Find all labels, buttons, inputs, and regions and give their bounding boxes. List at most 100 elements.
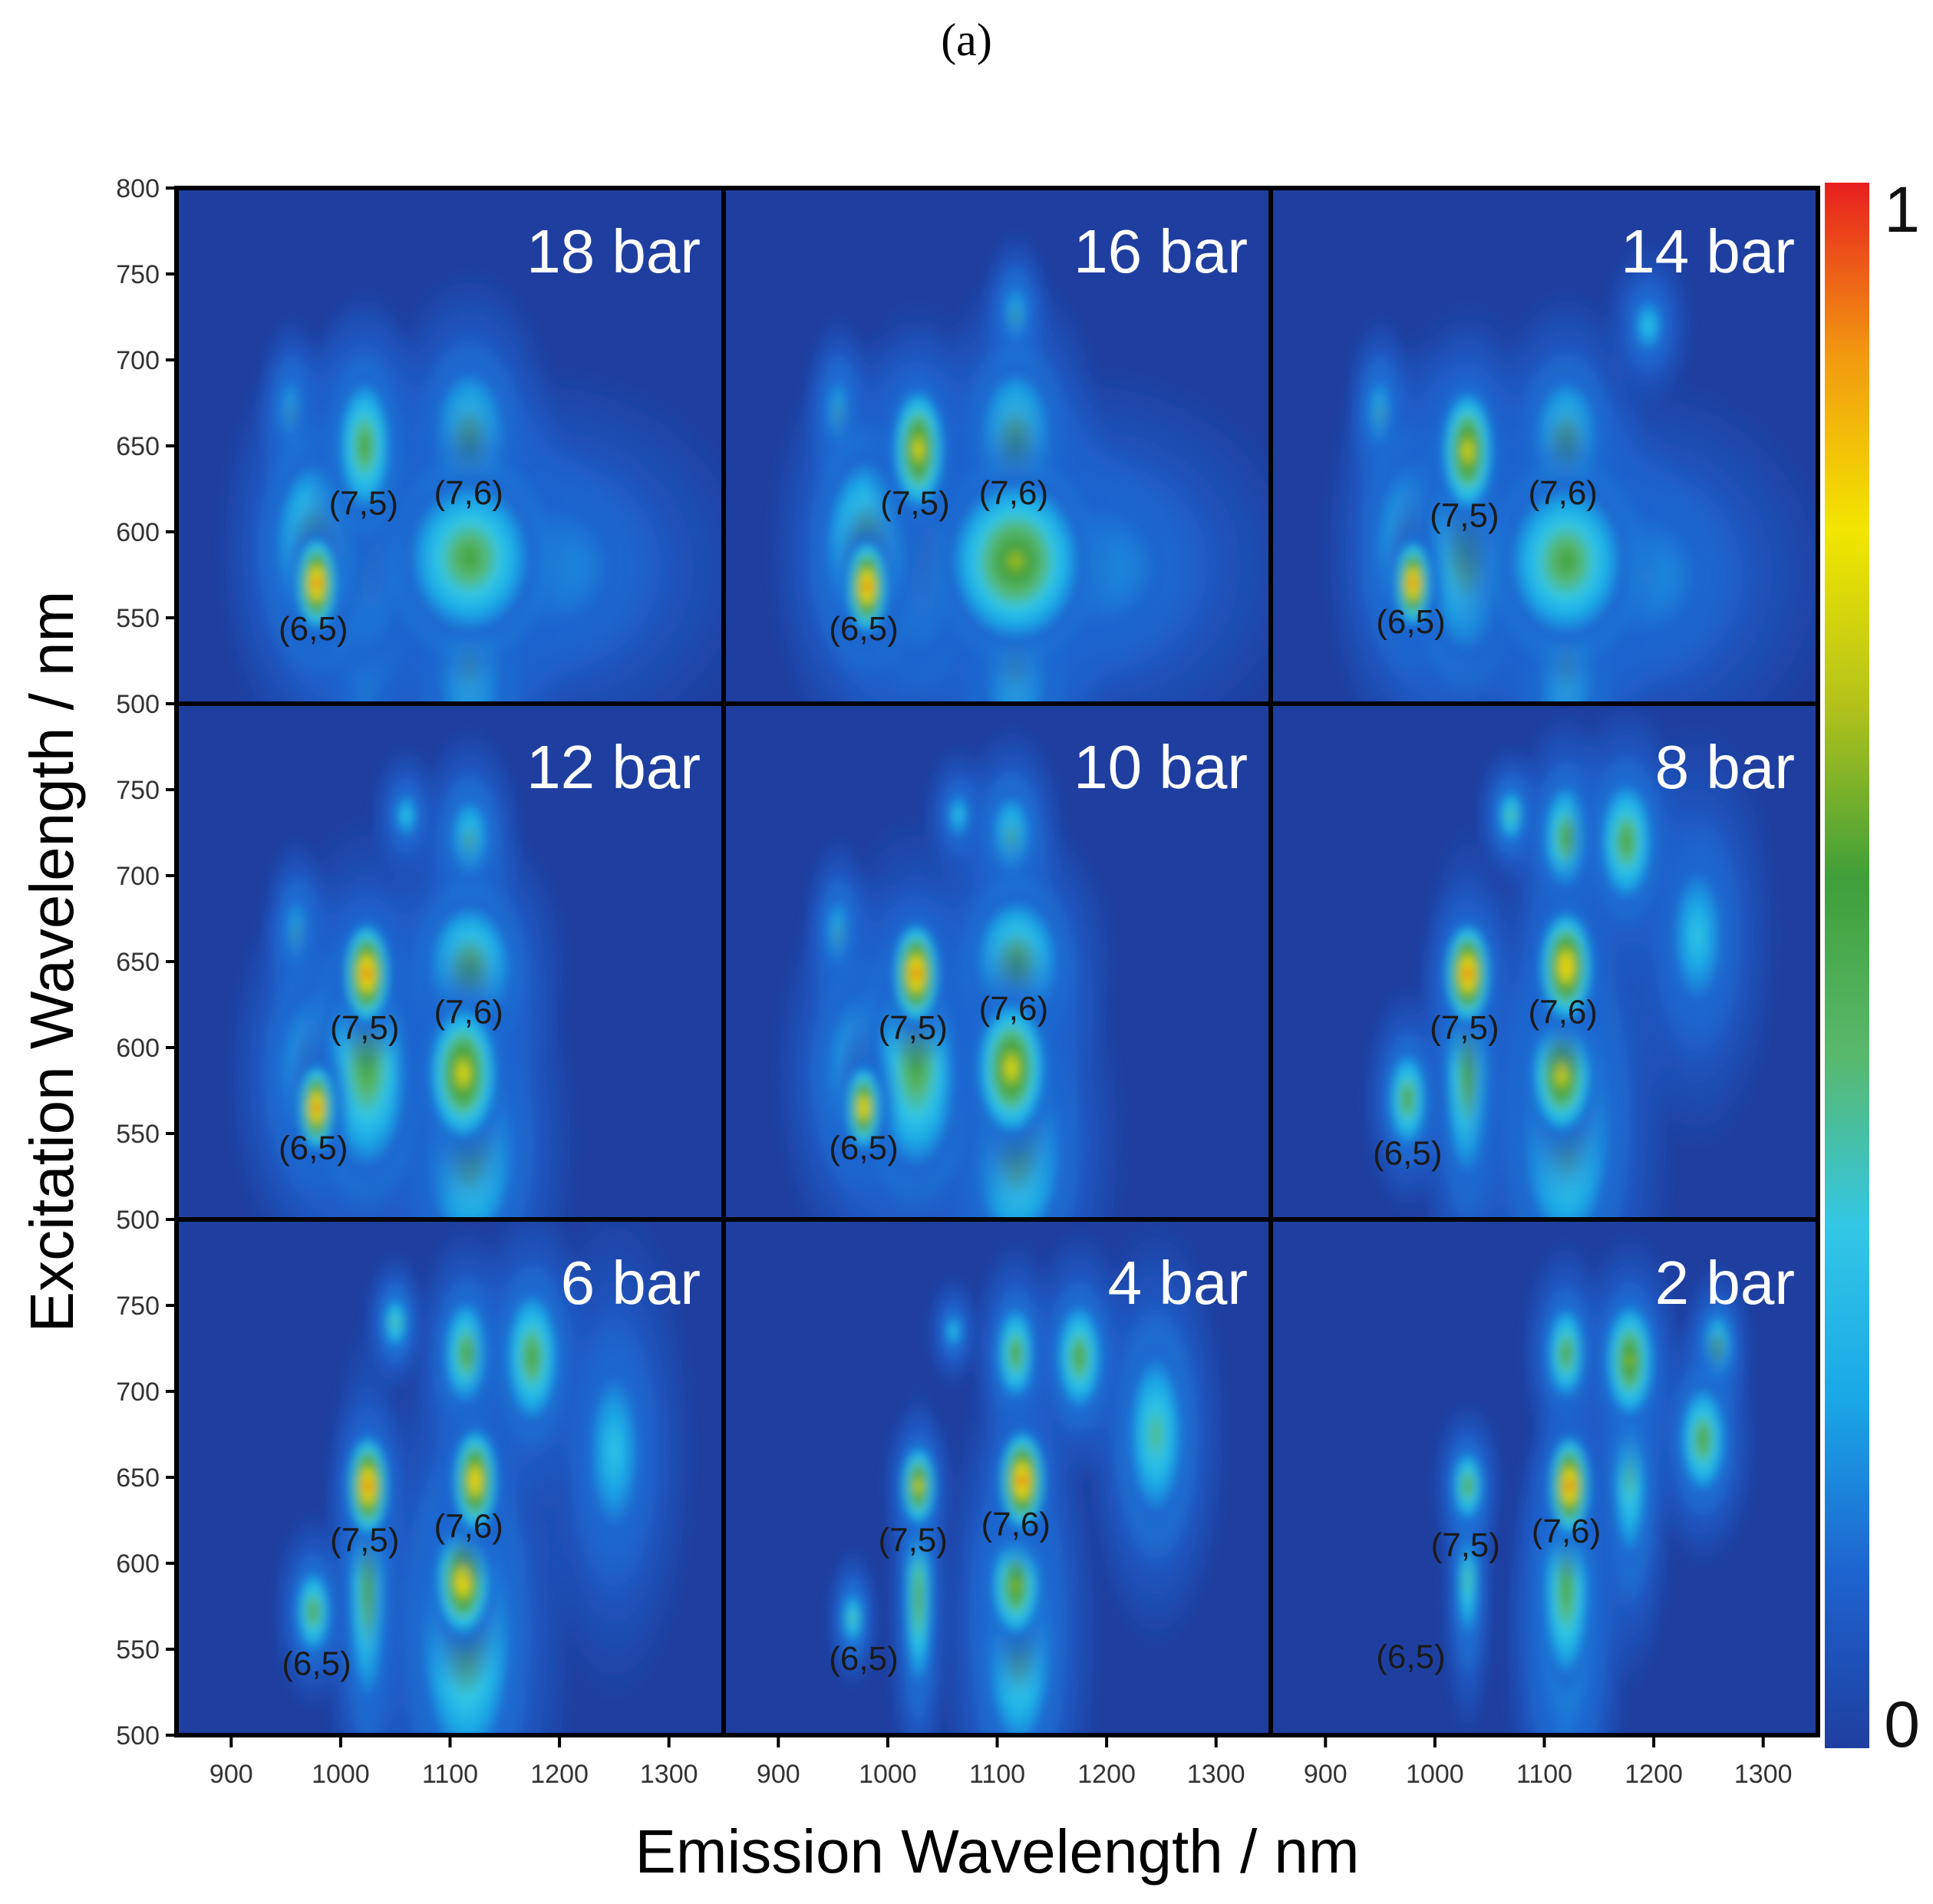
x-axis-label: Emission Wavelength / nm [635, 1817, 1359, 1886]
chirality-annotation: (7,5) [878, 1521, 947, 1559]
chirality-annotation: (6,5) [1376, 603, 1445, 641]
chirality-annotation: (7,5) [1430, 497, 1499, 534]
y-tick-label: 500 [116, 690, 160, 719]
spot [287, 1549, 339, 1675]
spot [325, 347, 405, 545]
panel-spots [216, 267, 724, 704]
panel-2-bar: 2 bar (6,5) (7,5) (7,6) [1271, 1219, 1818, 1735]
chirality-annotation: (6,5) [829, 1130, 898, 1167]
chirality-annotation: (7,6) [979, 990, 1048, 1028]
y-tick-label: 750 [116, 776, 160, 805]
y-tick-label: 600 [116, 1034, 160, 1063]
chirality-annotation: (7,6) [979, 474, 1048, 512]
spot [896, 1432, 942, 1540]
y-axis-label: Excitation Wavelength / nm [18, 591, 86, 1332]
spot [925, 449, 1107, 673]
x-tick-label: 1300 [640, 1760, 698, 1789]
x-tick-label: 1100 [1516, 1760, 1572, 1789]
colorbar-max-label: 1 [1884, 173, 1920, 246]
panel-16-bar: 16 bar (6,5) (7,5) (7,6) [724, 188, 1271, 704]
panel-spots [772, 723, 1126, 1219]
y-tick-label: 750 [116, 260, 160, 289]
x-tick-label: 1300 [1734, 1760, 1793, 1789]
chirality-annotation: (7,6) [981, 1506, 1050, 1543]
y-tick-label: 550 [116, 1120, 160, 1149]
panel-spots [825, 1219, 1229, 1735]
panel-pressure-label: 6 bar [561, 1249, 701, 1317]
colorbar: 10 [1825, 173, 1920, 1760]
spot [1543, 1423, 1595, 1549]
x-tick-label: 1100 [969, 1760, 1025, 1789]
y-tick-label: 550 [116, 604, 160, 633]
chirality-annotation: (7,5) [1431, 1526, 1500, 1564]
chirality-annotation: (6,5) [1373, 1134, 1442, 1172]
panel-spots [225, 727, 579, 1219]
chirality-annotation: (7,6) [1528, 474, 1597, 512]
spot [884, 368, 953, 530]
chirality-annotation: (7,5) [330, 1521, 399, 1559]
spot [492, 1259, 572, 1456]
spot [936, 1295, 971, 1368]
panel-spots [1431, 1231, 1758, 1735]
spot [1379, 1028, 1437, 1171]
spot [1445, 1432, 1491, 1540]
spot [840, 1054, 887, 1162]
panel-4-bar: 4 bar (6,5) (7,5) (7,6) [724, 1219, 1271, 1735]
spot [1044, 1276, 1113, 1438]
chirality-annotation: (7,6) [434, 474, 503, 512]
x-tick-label: 1000 [1406, 1760, 1464, 1789]
spot [1433, 370, 1503, 532]
panel-12-bar: 12 bar (6,5) (7,5) (7,6) [176, 704, 724, 1219]
spot [338, 911, 396, 1037]
spot [965, 978, 1057, 1158]
spot [293, 1054, 340, 1162]
panel-pressure-label: 18 bar [526, 217, 701, 285]
chirality-annotation: (7,5) [329, 485, 398, 523]
y-tick-label: 750 [116, 1292, 160, 1321]
chirality-annotation: (7,6) [434, 1507, 503, 1545]
panel-spots [1321, 239, 1818, 704]
spot [1390, 530, 1437, 638]
y-tick-label: 650 [116, 948, 160, 977]
x-tick-label: 900 [1304, 1760, 1347, 1789]
panels-layer: 18 bar (6,5) (7,5) (7,6) 16 bar (6,5) (7,5) (7,… [176, 188, 1818, 1735]
panel-pressure-label: 12 bar [526, 733, 701, 801]
x-tick-label: 1000 [859, 1760, 917, 1789]
spot [1619, 272, 1677, 380]
spot [887, 911, 945, 1037]
x-tick-label: 1200 [530, 1760, 589, 1789]
chirality-annotation: (7,6) [434, 994, 503, 1031]
y-tick-label: 700 [116, 862, 160, 891]
x-tick-label: 1200 [1077, 1760, 1136, 1789]
colorbar-gradient [1825, 183, 1869, 1748]
y-tick-label: 500 [116, 1206, 160, 1235]
colorbar-min-label: 0 [1884, 1688, 1920, 1760]
chirality-annotation: (7,5) [880, 485, 949, 523]
panel-pressure-label: 2 bar [1655, 1249, 1795, 1317]
panel-18-bar: 18 bar (6,5) (7,5) (7,6) [176, 188, 724, 704]
panel-8-bar: 8 bar (6,5) (7,5) (7,6) [1271, 704, 1818, 1219]
x-tick-label: 900 [209, 1760, 253, 1789]
y-tick-label: 700 [116, 346, 160, 375]
y-tick-label: 650 [116, 1463, 160, 1493]
y-tick-label: 600 [116, 518, 160, 547]
panel-14-bar: 14 bar (6,5) (7,5) (7,6) [1271, 188, 1818, 704]
chirality-annotation: (7,6) [1532, 1513, 1601, 1550]
spot [1668, 1358, 1737, 1520]
spot [342, 1423, 394, 1549]
panel-pressure-label: 8 bar [1655, 733, 1795, 801]
spot [291, 525, 342, 642]
y-tick-label: 600 [116, 1549, 160, 1579]
y-tick-label: 650 [116, 432, 160, 461]
panel-6-bar: 6 bar (6,5) (7,5) (7,6) [176, 1219, 724, 1735]
spot [447, 1414, 504, 1548]
panel-pressure-label: 4 bar [1108, 1249, 1248, 1317]
spot [1480, 449, 1652, 673]
spot [1595, 1279, 1664, 1441]
chirality-annotation: (6,5) [279, 1130, 348, 1167]
y-tick-label: 550 [116, 1635, 160, 1665]
spot [1532, 895, 1601, 1038]
y-tick-label: 500 [116, 1721, 160, 1751]
x-tick-label: 900 [757, 1760, 800, 1789]
